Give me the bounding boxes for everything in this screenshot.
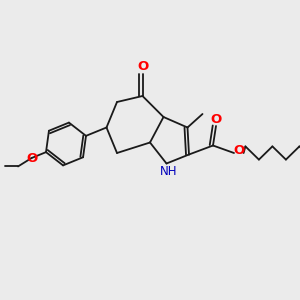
Text: O: O bbox=[233, 144, 244, 157]
Text: O: O bbox=[137, 60, 148, 74]
Text: O: O bbox=[210, 113, 222, 126]
Text: O: O bbox=[26, 152, 37, 164]
Text: NH: NH bbox=[160, 165, 178, 178]
